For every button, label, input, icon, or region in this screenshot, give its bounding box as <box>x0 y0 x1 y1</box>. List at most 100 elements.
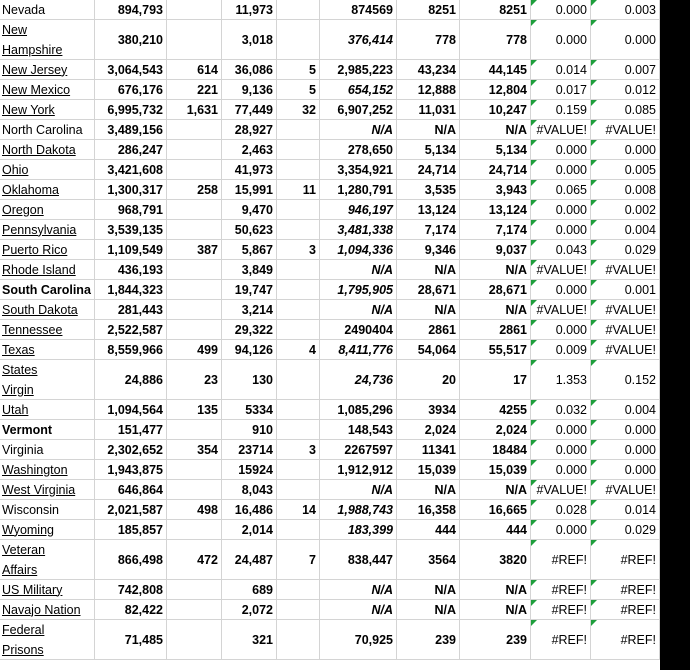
value-cell[interactable] <box>277 260 320 280</box>
row-label-cell[interactable]: Tennessee <box>0 320 95 340</box>
value-cell[interactable]: 0.014 <box>531 60 591 80</box>
value-cell[interactable]: 24,714 <box>397 160 460 180</box>
value-cell[interactable]: 24,886 <box>95 360 167 400</box>
value-cell[interactable]: 3,421,608 <box>95 160 167 180</box>
value-cell[interactable]: 2861 <box>460 320 531 340</box>
value-cell[interactable]: N/A <box>397 480 460 500</box>
value-cell[interactable] <box>277 400 320 420</box>
value-cell[interactable]: 1,280,791 <box>320 180 397 200</box>
value-cell[interactable]: 24,714 <box>460 160 531 180</box>
value-cell[interactable]: 1,631 <box>167 100 222 120</box>
value-cell[interactable]: 1,912,912 <box>320 460 397 480</box>
row-label-cell[interactable]: Pennsylvania <box>0 220 95 240</box>
value-cell[interactable]: 17 <box>460 360 531 400</box>
value-cell[interactable]: 910 <box>222 420 277 440</box>
value-cell[interactable] <box>167 220 222 240</box>
row-label-cell[interactable]: United States Virgin Islands <box>0 360 95 400</box>
value-cell[interactable]: 0.000 <box>591 140 660 160</box>
value-cell[interactable] <box>277 620 320 660</box>
value-cell[interactable]: 778 <box>397 20 460 60</box>
value-cell[interactable] <box>167 120 222 140</box>
value-cell[interactable]: #REF! <box>531 540 591 580</box>
value-cell[interactable]: 23714 <box>222 440 277 460</box>
value-cell[interactable]: N/A <box>460 300 531 320</box>
value-cell[interactable]: 9,470 <box>222 200 277 220</box>
value-cell[interactable] <box>167 0 222 20</box>
value-cell[interactable]: 5334 <box>222 400 277 420</box>
value-cell[interactable]: 654,152 <box>320 80 397 100</box>
value-cell[interactable]: 0.012 <box>591 80 660 100</box>
value-cell[interactable] <box>167 520 222 540</box>
value-cell[interactable]: 0.028 <box>531 500 591 520</box>
value-cell[interactable]: 0.152 <box>591 360 660 400</box>
value-cell[interactable]: 676,176 <box>95 80 167 100</box>
value-cell[interactable]: 0.005 <box>591 160 660 180</box>
value-cell[interactable]: 9,346 <box>397 240 460 260</box>
value-cell[interactable]: 0.000 <box>531 440 591 460</box>
row-label-cell[interactable]: New York <box>0 100 95 120</box>
value-cell[interactable]: 2,463 <box>222 140 277 160</box>
value-cell[interactable] <box>167 420 222 440</box>
value-cell[interactable]: 689 <box>222 580 277 600</box>
row-label-cell[interactable]: West Virginia <box>0 480 95 500</box>
value-cell[interactable]: 866,498 <box>95 540 167 580</box>
value-cell[interactable]: 0.017 <box>531 80 591 100</box>
row-label-cell[interactable]: North Carolina <box>0 120 95 140</box>
value-cell[interactable]: 742,808 <box>95 580 167 600</box>
value-cell[interactable]: 8251 <box>397 0 460 20</box>
value-cell[interactable]: 19,747 <box>222 280 277 300</box>
value-cell[interactable]: #VALUE! <box>591 340 660 360</box>
value-cell[interactable]: 2,072 <box>222 600 277 620</box>
value-cell[interactable] <box>167 580 222 600</box>
value-cell[interactable]: 24,736 <box>320 360 397 400</box>
value-cell[interactable] <box>167 140 222 160</box>
value-cell[interactable] <box>277 220 320 240</box>
value-cell[interactable]: 9,136 <box>222 80 277 100</box>
value-cell[interactable]: 0.000 <box>531 320 591 340</box>
row-label-cell[interactable]: Vermont <box>0 420 95 440</box>
value-cell[interactable]: 3564 <box>397 540 460 580</box>
value-cell[interactable]: 968,791 <box>95 200 167 220</box>
value-cell[interactable]: #REF! <box>591 540 660 580</box>
value-cell[interactable]: 0.000 <box>591 420 660 440</box>
value-cell[interactable]: 444 <box>397 520 460 540</box>
value-cell[interactable]: 1,300,317 <box>95 180 167 200</box>
value-cell[interactable]: 0.000 <box>531 200 591 220</box>
value-cell[interactable] <box>167 300 222 320</box>
value-cell[interactable]: #REF! <box>591 580 660 600</box>
value-cell[interactable]: 0.000 <box>531 460 591 480</box>
value-cell[interactable] <box>167 460 222 480</box>
value-cell[interactable]: 3,354,921 <box>320 160 397 180</box>
value-cell[interactable]: 0.004 <box>591 220 660 240</box>
value-cell[interactable]: 3934 <box>397 400 460 420</box>
value-cell[interactable] <box>277 460 320 480</box>
value-cell[interactable]: 444 <box>460 520 531 540</box>
value-cell[interactable]: 0.014 <box>591 500 660 520</box>
value-cell[interactable]: 183,399 <box>320 520 397 540</box>
value-cell[interactable]: 15,039 <box>460 460 531 480</box>
value-cell[interactable]: 946,197 <box>320 200 397 220</box>
value-cell[interactable]: 0.085 <box>591 100 660 120</box>
value-cell[interactable]: 7,174 <box>460 220 531 240</box>
value-cell[interactable] <box>167 600 222 620</box>
value-cell[interactable]: 321 <box>222 620 277 660</box>
value-cell[interactable] <box>167 20 222 60</box>
row-label-cell[interactable]: New Jersey <box>0 60 95 80</box>
value-cell[interactable]: 8,411,776 <box>320 340 397 360</box>
row-label-cell[interactable]: Washington <box>0 460 95 480</box>
value-cell[interactable]: 2,014 <box>222 520 277 540</box>
value-cell[interactable]: 12,804 <box>460 80 531 100</box>
value-cell[interactable]: 3,943 <box>460 180 531 200</box>
value-cell[interactable]: 3 <box>277 440 320 460</box>
value-cell[interactable]: 0.000 <box>531 520 591 540</box>
row-label-cell[interactable]: Wyoming <box>0 520 95 540</box>
value-cell[interactable]: N/A <box>320 600 397 620</box>
value-cell[interactable]: 23 <box>167 360 222 400</box>
value-cell[interactable]: 20 <box>397 360 460 400</box>
value-cell[interactable]: 499 <box>167 340 222 360</box>
value-cell[interactable]: N/A <box>320 480 397 500</box>
value-cell[interactable]: 94,126 <box>222 340 277 360</box>
value-cell[interactable]: 15924 <box>222 460 277 480</box>
value-cell[interactable]: 0.000 <box>591 460 660 480</box>
value-cell[interactable]: 498 <box>167 500 222 520</box>
